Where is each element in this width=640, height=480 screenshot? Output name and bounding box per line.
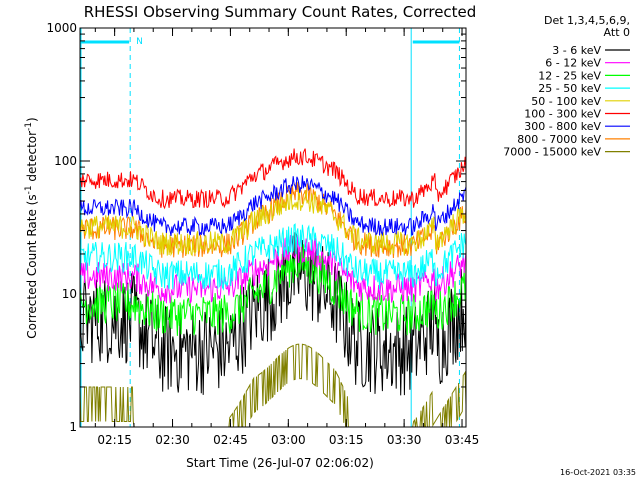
legend-label: 6 - 12 keV — [545, 57, 601, 70]
x-tick-label: 03:30 — [387, 433, 422, 447]
series-line — [79, 223, 467, 291]
x-tick-label: 02:30 — [155, 433, 190, 447]
series-line — [79, 188, 467, 257]
y-axis-label-part1: Corrected Count Rate (s — [25, 194, 39, 338]
y-tick-label: 10 — [62, 287, 77, 301]
series-25-50-kev — [79, 223, 467, 291]
y-axis-label-part2: detector — [25, 131, 39, 186]
y-tick-label: 100 — [54, 154, 77, 168]
y-axis-label: Corrected Count Rate (s-1 detector-1) — [24, 117, 39, 338]
plot-frame — [79, 27, 467, 428]
axes-layer: 1 10 100 1000 02:15 02:30 02:45 03:00 03:15 03:30… — [46, 21, 479, 447]
chart-title: RHESSI Observing Summary Count Rates, Co… — [84, 3, 477, 21]
legend-label: 3 - 6 keV — [552, 44, 601, 57]
timestamp: 16-Oct-2021 03:35 — [560, 468, 636, 477]
x-tick-label: 03:45 — [445, 433, 480, 447]
series-line — [79, 232, 467, 396]
x-axis-label: Start Time (26-Jul-07 02:06:02) — [186, 456, 374, 470]
y-axis-label-part3: ) — [25, 117, 39, 122]
legend-label: 800 - 7000 keV — [517, 133, 601, 146]
series-100-300-kev — [79, 148, 467, 210]
legend-label: 100 - 300 keV — [524, 108, 601, 121]
x-tick-label: 02:15 — [97, 433, 132, 447]
legend-header-2: Att 0 — [604, 26, 630, 39]
y-tick-label: 1000 — [46, 21, 77, 35]
x-tick-label: 03:00 — [271, 433, 306, 447]
legend-label: 7000 - 15000 keV — [503, 146, 601, 159]
series-line — [79, 148, 467, 210]
series-line — [79, 175, 467, 237]
legend-label: 12 - 25 keV — [538, 69, 601, 82]
series-12-25-kev — [79, 243, 467, 336]
x-tick-label: 02:45 — [213, 433, 248, 447]
x-tick-label: 03:15 — [329, 433, 364, 447]
attenuator-label: N — [136, 37, 143, 47]
legend-label: 25 - 50 keV — [538, 82, 601, 95]
series-300-800-kev — [79, 175, 467, 237]
y-axis-label-sup1: -1 — [24, 185, 34, 194]
legend-label: 300 - 800 keV — [524, 120, 601, 133]
y-axis-label-sup2: -1 — [24, 122, 34, 131]
series-line — [79, 243, 467, 336]
series-layer — [79, 148, 467, 428]
series-3-6-kev — [79, 232, 467, 396]
legend-label: 50 - 100 keV — [531, 95, 601, 108]
y-tick-label: 1 — [69, 420, 77, 434]
series-50-100-kev — [79, 188, 467, 257]
legend-header-1: Det 1,3,4,5,6,9, — [544, 14, 630, 27]
